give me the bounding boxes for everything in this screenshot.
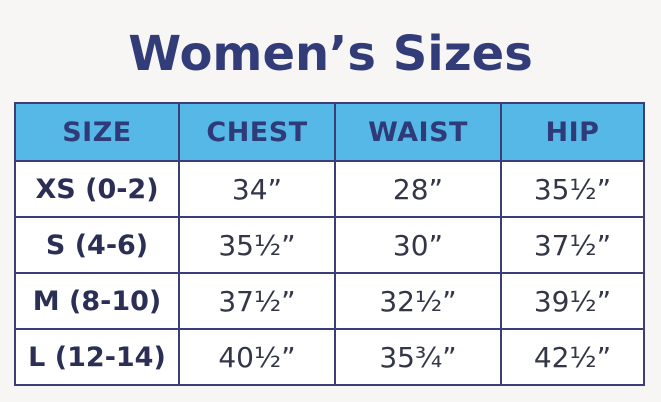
size-cell: M (8-10) (14, 272, 180, 330)
table-row: XS (0-2) 34” 28” 35½” (14, 160, 645, 218)
waist-cell: 30” (334, 216, 502, 274)
waist-cell: 28” (334, 160, 502, 218)
size-cell: XS (0-2) (14, 160, 180, 218)
table-row: S (4-6) 35½” 30” 37½” (14, 216, 645, 274)
chest-cell: 34” (178, 160, 336, 218)
waist-cell: 32½” (334, 272, 502, 330)
hip-cell: 37½” (500, 216, 645, 274)
header-waist: WAIST (334, 102, 502, 162)
table-row: L (12-14) 40½” 35¾” 42½” (14, 328, 645, 386)
header-size: SIZE (14, 102, 180, 162)
hip-cell: 39½” (500, 272, 645, 330)
hip-cell: 42½” (500, 328, 645, 386)
table-row: M (8-10) 37½” 32½” 39½” (14, 272, 645, 330)
header-chest: CHEST (178, 102, 336, 162)
page-title: Women’s Sizes (128, 26, 533, 82)
hip-cell: 35½” (500, 160, 645, 218)
size-chart-table: SIZE CHEST WAIST HIP XS (0-2) 34” 28” 35… (14, 102, 645, 386)
header-hip: HIP (500, 102, 645, 162)
chest-cell: 35½” (178, 216, 336, 274)
size-cell: L (12-14) (14, 328, 180, 386)
table-header-row: SIZE CHEST WAIST HIP (14, 102, 645, 162)
chest-cell: 37½” (178, 272, 336, 330)
size-cell: S (4-6) (14, 216, 180, 274)
waist-cell: 35¾” (334, 328, 502, 386)
chest-cell: 40½” (178, 328, 336, 386)
